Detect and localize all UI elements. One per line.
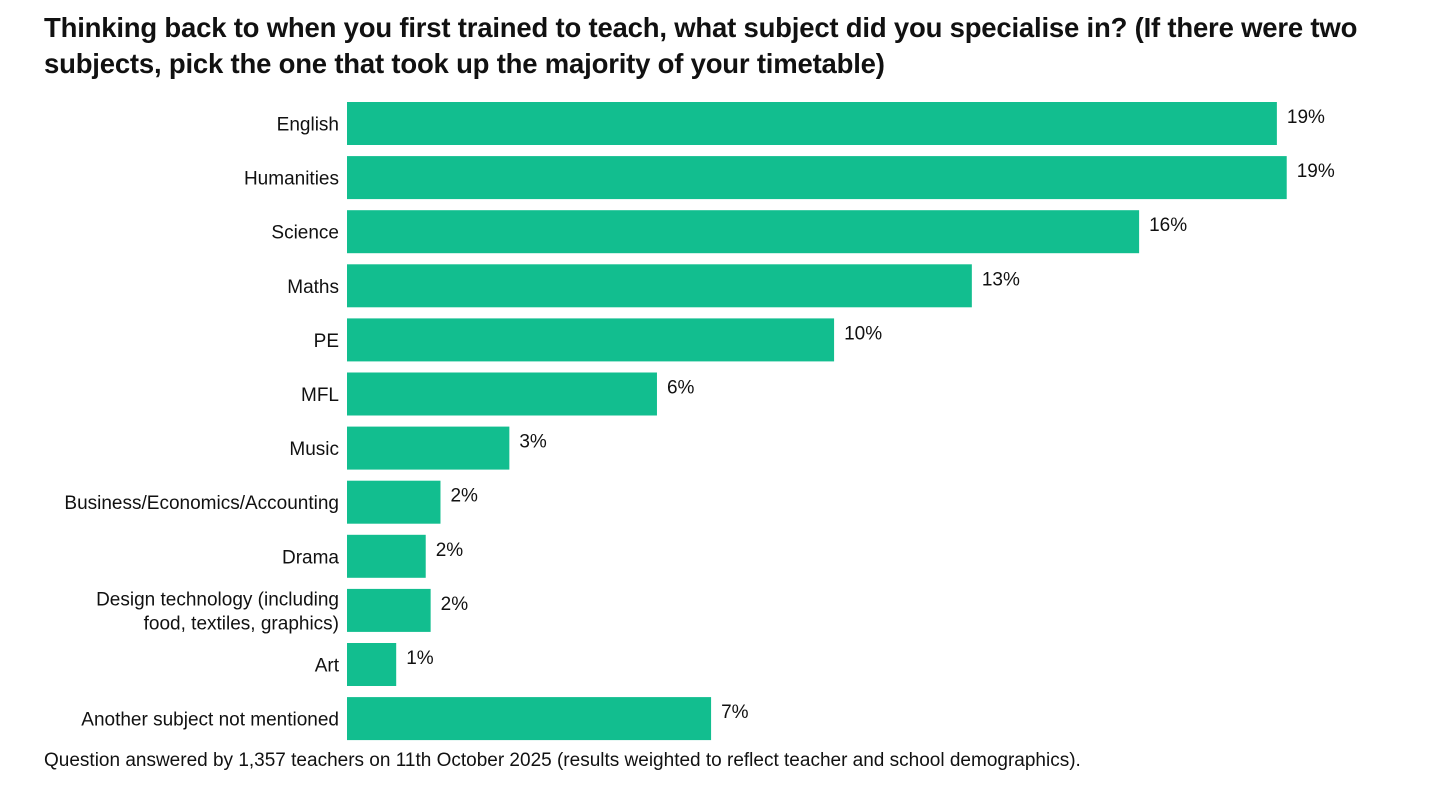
category-label: Art — [315, 656, 340, 677]
bar — [347, 156, 1287, 200]
data-label: 1% — [406, 648, 434, 669]
data-label: 3% — [519, 432, 547, 453]
footnote: Question answered by 1,357 teachers on 1… — [44, 750, 1081, 771]
data-label: 16% — [1149, 215, 1187, 236]
category-label: English — [277, 115, 339, 136]
bar — [347, 426, 510, 470]
category-label: Humanities — [244, 169, 339, 190]
data-label: 10% — [844, 323, 882, 344]
category-label: Another subject not mentioned — [81, 710, 339, 731]
bar — [347, 372, 657, 416]
category-label: Music — [289, 439, 339, 460]
category-label: Drama — [282, 547, 339, 568]
bar — [347, 480, 441, 524]
bar — [347, 643, 397, 686]
data-label: 19% — [1297, 161, 1335, 182]
category-label: Business/Economics/Accounting — [64, 493, 339, 514]
data-label: 2% — [436, 540, 464, 561]
chart-title: Thinking back to when you first trained … — [44, 12, 1358, 79]
bar — [347, 210, 1140, 254]
category-label: Design technology (including food, textil… — [96, 589, 339, 634]
data-label: 2% — [450, 486, 478, 507]
data-label: 19% — [1287, 107, 1325, 128]
data-label: 2% — [441, 594, 469, 615]
bar — [347, 318, 835, 362]
bar — [347, 264, 972, 308]
bar — [347, 697, 712, 741]
category-label: MFL — [301, 385, 339, 406]
category-label: Maths — [287, 277, 339, 298]
data-label: 6% — [667, 378, 695, 399]
category-label: PE — [314, 331, 339, 352]
bar — [347, 534, 426, 578]
bar — [347, 102, 1277, 145]
category-label: Science — [271, 223, 339, 244]
data-label: 7% — [721, 702, 749, 723]
data-label: 13% — [982, 269, 1020, 290]
bar — [347, 588, 431, 632]
